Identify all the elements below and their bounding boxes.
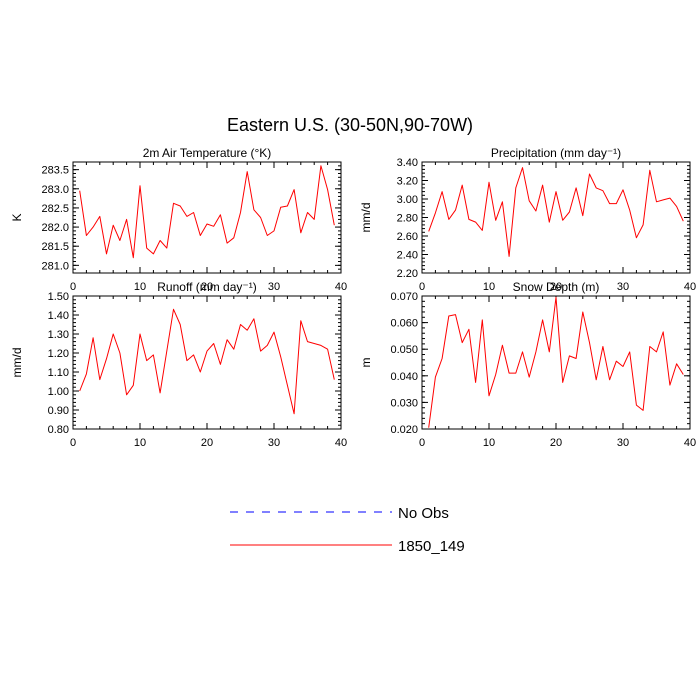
x-tick-label: 0 <box>419 281 425 293</box>
x-tick-label: 0 <box>419 437 425 449</box>
y-tick-label: 1.20 <box>48 348 69 360</box>
series-line <box>428 167 684 257</box>
y-tick-label: 0.90 <box>48 405 69 417</box>
x-tick-label: 30 <box>268 281 280 293</box>
y-tick-label: 3.20 <box>397 176 418 188</box>
x-tick-label: 10 <box>134 281 146 293</box>
legend: No Obs 1850_149 <box>230 505 465 555</box>
figure-title: Eastern U.S. (30-50N,90-70W) <box>227 115 473 135</box>
x-tick-label: 0 <box>70 281 76 293</box>
y-axis-label: K <box>10 213 24 221</box>
series-line <box>79 165 335 259</box>
x-tick-label: 40 <box>335 437 347 449</box>
y-tick-label: 2.60 <box>397 231 418 243</box>
y-tick-label: 0.020 <box>390 424 418 436</box>
y-tick-label: 1.10 <box>48 367 69 379</box>
panel-4: Snow Depth (m) m 0 10 20 30 40 0.020 0.030 0.040 0… <box>359 280 696 449</box>
plot-frame <box>72 295 342 430</box>
plot-frame <box>421 295 691 430</box>
y-tick-label: 281.0 <box>41 260 69 272</box>
y-tick-label: 1.50 <box>48 291 69 303</box>
y-tick-label: 282.5 <box>41 203 69 215</box>
x-tick-label: 10 <box>483 437 495 449</box>
y-tick-label: 1.30 <box>48 329 69 341</box>
panel-3: Runoff (mm day⁻¹) mm/d 0 10 20 30 40 0.80 0.90 1.… <box>10 280 347 449</box>
y-tick-label: 0.030 <box>390 397 418 409</box>
legend-entry: No Obs <box>230 505 449 522</box>
x-tick-label: 30 <box>268 437 280 449</box>
y-tick-label: 0.80 <box>48 424 69 436</box>
panel-title: Snow Depth (m) <box>513 280 600 294</box>
y-tick-label: 0.050 <box>390 344 418 356</box>
y-tick-label: 283.0 <box>41 184 69 196</box>
y-tick-label: 1.00 <box>48 386 69 398</box>
legend-entry: 1850_149 <box>230 538 465 555</box>
series-line <box>428 296 684 428</box>
x-tick-label: 0 <box>70 437 76 449</box>
y-axis-label: mm/d <box>10 348 24 378</box>
y-tick-label: 2.80 <box>397 213 418 225</box>
y-tick-label: 281.5 <box>41 241 69 253</box>
y-tick-label: 0.060 <box>390 318 418 330</box>
panel-1: 2m Air Temperature (°K) K 0 10 20 30 40 281.0 28… <box>10 146 347 293</box>
x-tick-label: 40 <box>684 281 696 293</box>
plot-frame <box>421 161 691 274</box>
y-tick-label: 3.40 <box>397 157 418 169</box>
y-tick-label: 283.5 <box>41 165 69 177</box>
y-tick-label: 3.00 <box>397 194 418 206</box>
y-tick-label: 0.070 <box>390 291 418 303</box>
y-axis-label: m <box>359 358 373 368</box>
panels: 2m Air Temperature (°K) K 0 10 20 30 40 281.0 28… <box>10 146 696 449</box>
x-tick-label: 30 <box>617 437 629 449</box>
x-tick-label: 20 <box>201 437 213 449</box>
y-tick-label: 2.20 <box>397 268 418 280</box>
y-axis-label: mm/d <box>359 203 373 233</box>
plot-frame <box>72 161 342 274</box>
y-tick-label: 2.40 <box>397 250 418 262</box>
legend-label: No Obs <box>398 505 449 522</box>
panel-title: Runoff (mm day⁻¹) <box>157 280 256 294</box>
panel-title: 2m Air Temperature (°K) <box>143 146 272 160</box>
y-tick-label: 282.0 <box>41 222 69 234</box>
y-tick-label: 0.040 <box>390 371 418 383</box>
legend-label: 1850_149 <box>398 538 465 555</box>
panel-2: Precipitation (mm day⁻¹) mm/d 0 10 20 30 40 2.2… <box>359 146 696 293</box>
series-line <box>79 308 335 415</box>
x-tick-label: 10 <box>134 437 146 449</box>
x-tick-label: 20 <box>550 437 562 449</box>
x-tick-label: 20 <box>550 281 562 293</box>
x-tick-label: 40 <box>684 437 696 449</box>
panel-title: Precipitation (mm day⁻¹) <box>491 146 621 160</box>
x-tick-label: 10 <box>483 281 495 293</box>
y-tick-label: 1.40 <box>48 310 69 322</box>
x-tick-label: 30 <box>617 281 629 293</box>
x-tick-label: 40 <box>335 281 347 293</box>
x-tick-label: 20 <box>201 281 213 293</box>
